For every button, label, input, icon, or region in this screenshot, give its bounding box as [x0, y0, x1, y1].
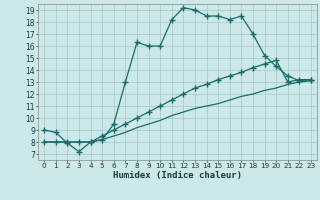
X-axis label: Humidex (Indice chaleur): Humidex (Indice chaleur) — [113, 171, 242, 180]
